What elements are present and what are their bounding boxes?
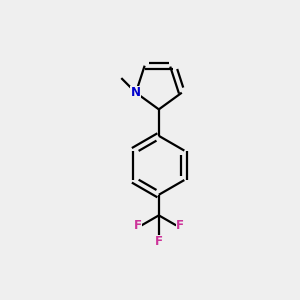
Text: F: F <box>176 219 184 232</box>
Text: F: F <box>155 236 163 248</box>
Text: N: N <box>131 86 141 99</box>
Text: N: N <box>131 86 141 99</box>
Text: F: F <box>134 219 142 232</box>
